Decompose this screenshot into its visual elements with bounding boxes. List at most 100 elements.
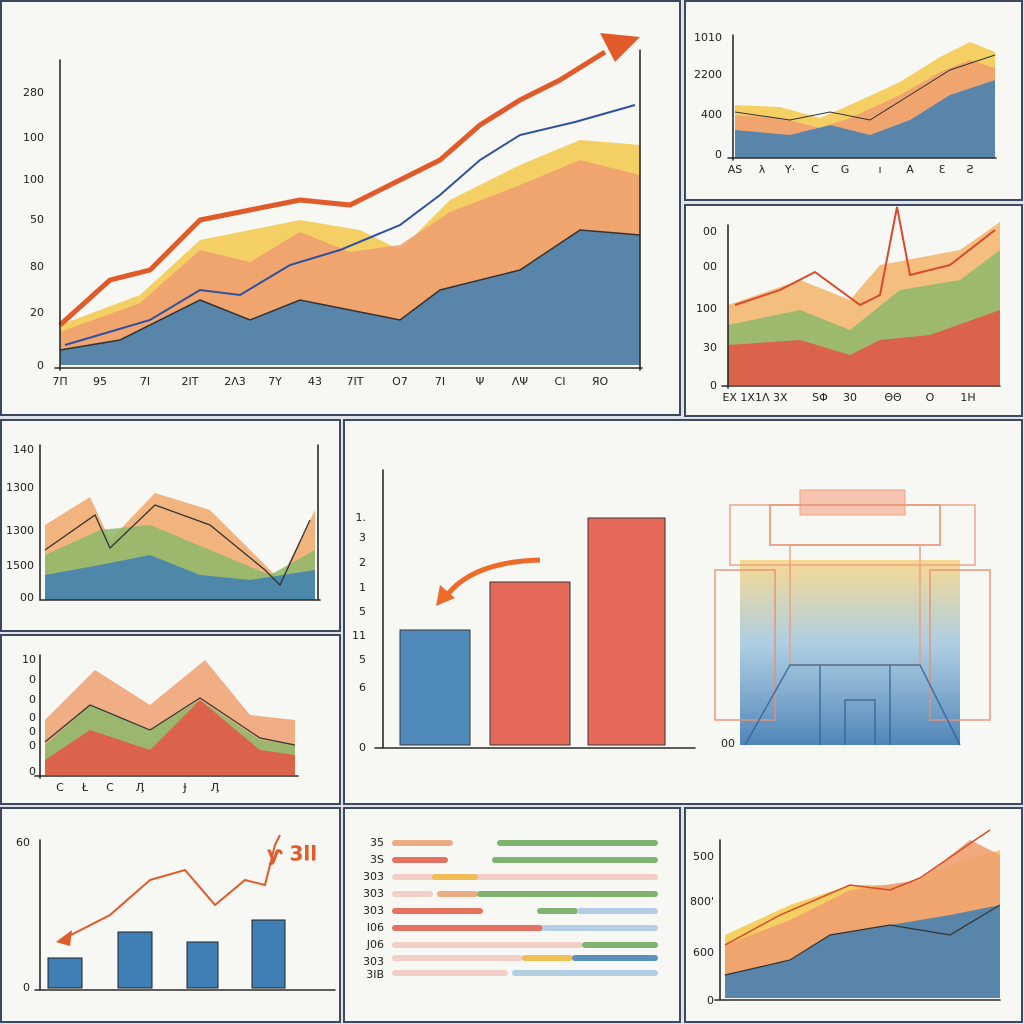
y-tick-label: 303 [363, 870, 384, 883]
x-tick-label: C [106, 781, 114, 794]
x-tick-label: Ł [81, 781, 89, 794]
x-tick-label: C [811, 163, 819, 176]
x-tick-label: 30 [843, 391, 857, 404]
y-tick-label: 0 [29, 725, 36, 738]
x-tick-label: Ψ [476, 375, 485, 388]
y-tick-label: 1300 [6, 524, 34, 537]
area-chart [34, 654, 299, 779]
y-tick-label: 35 [370, 836, 384, 849]
area-chart [721, 206, 1001, 389]
x-tick-label: Ɉ [182, 781, 187, 794]
y-tick-label: I06 [367, 921, 384, 934]
y-tick-label: 00 [703, 225, 717, 238]
y-tick-label: J06 [366, 938, 384, 951]
x-tick-label: 43 [308, 375, 322, 388]
y-tick-label: 11 [352, 629, 366, 642]
y-tick-label: 00 [20, 591, 34, 604]
x-tick-label: O [926, 391, 935, 404]
x-tick-label: 95 [93, 375, 107, 388]
y-tick-label: 1. [356, 511, 367, 524]
x-tick-label: 7I [435, 375, 445, 388]
y-tick-label: 0 [37, 359, 44, 372]
y-tick-label: 80 [30, 260, 44, 273]
x-tick-label: CI [555, 375, 566, 388]
x-tick-label: O7 [392, 375, 408, 388]
x-tick-label: Y· [784, 163, 795, 176]
x-tick-label: Ƨ [967, 163, 974, 176]
area-chart [39, 444, 321, 601]
y-tick-label: 303 [363, 904, 384, 917]
x-tick-label: SΦ [812, 391, 828, 404]
x-tick-label: 7Π [52, 375, 67, 388]
x-tick-label: G [841, 163, 850, 176]
x-tick-label: ΘΘ [884, 391, 902, 404]
y-tick-label: 1010 [694, 31, 722, 44]
y-tick-label: 1500 [6, 559, 34, 572]
y-tick-label: 10 [22, 653, 36, 666]
y-tick-label: 0 [707, 994, 714, 1007]
y-tick-label: 280 [23, 86, 44, 99]
y-tick-label: 1 [359, 581, 366, 594]
y-tick-label: 3 [359, 531, 366, 544]
y-tick-label: 600 [693, 946, 714, 959]
area-chart [727, 34, 997, 161]
x-tick-label: Ɛ [939, 163, 946, 176]
y-tick-label: 0 [23, 981, 30, 994]
big-area-chart [54, 33, 643, 371]
y-tick-label: 0 [359, 741, 366, 754]
y-tick-label: 5 [359, 653, 366, 666]
y-tick-label: 0 [715, 148, 722, 161]
y-tick-label: 3S [370, 853, 384, 866]
right-label: 00 [721, 737, 735, 750]
y-tick-label: 500 [693, 850, 714, 863]
y-tick-label: 800' [690, 895, 714, 908]
x-tick-label: A [906, 163, 914, 176]
abstract-diagram [714, 489, 991, 746]
x-tick-label: C [56, 781, 64, 794]
y-tick-label: 100 [696, 302, 717, 315]
bar-strips [392, 840, 658, 976]
x-tick-label: ΛΨ [512, 375, 529, 388]
y-tick-label: 60 [16, 836, 30, 849]
x-tick-label: 2IT [182, 375, 199, 388]
x-tick-label: 7I [140, 375, 150, 388]
x-tick-label: ı [878, 163, 881, 176]
x-tick-label: EX 1X1Λ 3X [722, 391, 788, 404]
y-tick-label: 3IB [366, 968, 384, 981]
y-tick-label: 30 [703, 341, 717, 354]
y-tick-label: 303 [363, 955, 384, 968]
y-tick-label: 00 [703, 260, 717, 273]
x-tick-label: 7Y [268, 375, 282, 388]
y-tick-label: 0 [29, 693, 36, 706]
x-tick-label: Ӆ [211, 781, 220, 794]
x-tick-label: λ [759, 163, 766, 176]
y-tick-label: 0 [710, 379, 717, 392]
y-tick-label: 2 [359, 556, 366, 569]
x-tick-label: AS [728, 163, 743, 176]
bar-chart [374, 469, 696, 749]
y-tick-label: 100 [23, 131, 44, 144]
y-tick-label: 140 [13, 443, 34, 456]
y-tick-label: 100 [23, 173, 44, 186]
x-tick-label: ЯO [592, 375, 609, 388]
y-tick-label: 2200 [694, 68, 722, 81]
y-tick-label: 1300 [6, 481, 34, 494]
y-tick-label: 303 [363, 887, 384, 900]
y-tick-label: 5 [359, 605, 366, 618]
y-tick-label: 0 [29, 673, 36, 686]
x-tick-label: 7IT [347, 375, 364, 388]
annotation: ƴ 3ll [267, 842, 317, 866]
y-tick-label: 0 [29, 711, 36, 724]
area-chart [714, 829, 1001, 1001]
y-tick-label: 50 [30, 213, 44, 226]
x-tick-label: Ӆ [136, 781, 145, 794]
y-tick-label: 0 [29, 739, 36, 752]
y-tick-label: 400 [701, 108, 722, 121]
bar-line-chart [34, 834, 336, 991]
y-tick-label: 6 [359, 681, 366, 694]
x-tick-label: 1H [960, 391, 975, 404]
y-tick-label: 0 [29, 765, 36, 778]
y-tick-label: 20 [30, 306, 44, 319]
x-tick-label: 2Λ3 [224, 375, 246, 388]
